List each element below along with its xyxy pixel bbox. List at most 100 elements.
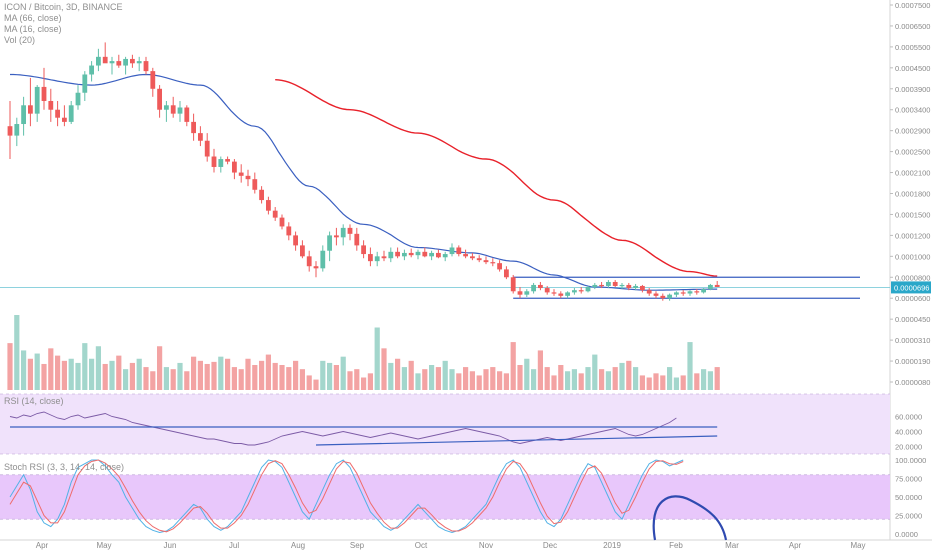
candle-body	[558, 293, 564, 296]
volume-bar	[95, 346, 101, 390]
volume-bar	[313, 379, 319, 390]
time-tick-label: Jul	[229, 541, 239, 550]
volume-bar	[361, 377, 367, 390]
candle-body	[470, 256, 475, 259]
candle-body	[517, 291, 523, 295]
volume-bar	[7, 343, 13, 390]
volume-bar	[558, 365, 564, 390]
volume-bar	[170, 369, 176, 390]
legend-volume: Vol (20)	[4, 35, 36, 45]
candle-body	[286, 226, 292, 236]
volume-bar	[571, 369, 577, 390]
price-tick-label: 0.0005500	[895, 43, 930, 52]
candle-body	[21, 105, 26, 125]
volume-bar	[143, 367, 149, 390]
volume-bar	[578, 373, 584, 390]
candle-body	[449, 247, 455, 255]
volume-bar	[306, 375, 312, 390]
candle-body	[408, 252, 414, 256]
volume-bar	[374, 327, 380, 390]
candle-body	[136, 61, 142, 64]
volume-bar	[626, 360, 632, 390]
volume-bar	[238, 369, 244, 390]
candle-body	[463, 254, 468, 257]
candle-body	[272, 210, 278, 218]
candle-body	[116, 61, 122, 66]
candle-body	[170, 105, 176, 114]
candle-body	[123, 58, 128, 66]
volume-bar	[497, 371, 503, 390]
volume-bar	[211, 361, 217, 390]
volume-bar	[286, 367, 292, 390]
candle-body	[660, 295, 666, 299]
volume-bar	[204, 363, 210, 390]
price-tick-label: 0.0002500	[895, 148, 930, 157]
volume-bar	[633, 367, 639, 390]
candle-body	[130, 58, 135, 64]
candle-body	[340, 227, 346, 238]
price-tick-label: 0.0001800	[895, 190, 930, 199]
volume-bar	[388, 362, 394, 390]
volume-bar	[612, 367, 618, 390]
price-tick-label: 0.0001200	[895, 231, 930, 240]
volume-bar	[490, 367, 496, 390]
volume-bar	[177, 362, 183, 390]
volume-bar	[184, 371, 190, 390]
candle-body	[510, 277, 516, 292]
volume-bar	[429, 365, 435, 390]
candle-body	[490, 262, 496, 264]
candle-body	[436, 252, 441, 258]
volume-bar	[75, 362, 81, 390]
volume-bar	[408, 360, 414, 390]
volume-bar	[340, 356, 346, 390]
candle-body	[701, 289, 706, 293]
volume-bar	[150, 371, 156, 390]
volume-bar	[524, 358, 530, 390]
volume-bar	[667, 367, 673, 390]
rsi-tick-label: 60.0000	[895, 413, 922, 422]
volume-bar	[245, 358, 251, 390]
stoch-tick-label: 100.0000	[895, 456, 926, 465]
legend-ma16: MA (16, close)	[4, 24, 62, 34]
volume-bar	[707, 371, 713, 390]
volume-bar	[449, 369, 455, 390]
candle-body	[347, 227, 353, 234]
stoch-label: Stoch RSI (3, 3, 14, 14, close)	[4, 462, 125, 472]
stoch-tick-label: 50.0000	[895, 493, 922, 502]
time-tick-label: Mar	[725, 541, 739, 550]
candle-body	[164, 105, 169, 110]
candle-body	[653, 293, 659, 296]
volume-bar	[503, 373, 509, 390]
time-tick-label: Apr	[36, 541, 49, 550]
ma66-line	[275, 79, 718, 277]
candle-body	[381, 256, 387, 259]
price-tick-label: 0.0003400	[895, 106, 930, 115]
volume-bar	[639, 375, 645, 390]
rsi-band	[0, 394, 890, 454]
candle-body	[646, 290, 652, 294]
time-tick-label: Dec	[543, 541, 557, 550]
candle-body	[456, 247, 462, 255]
candle-body	[177, 107, 183, 114]
candle-body	[680, 292, 686, 294]
volume-bar	[551, 375, 557, 390]
volume-bar	[531, 369, 537, 390]
volume-bar	[68, 358, 74, 390]
price-tick-label: 0.0001000	[895, 252, 930, 261]
candle-body	[368, 254, 373, 262]
candle-body	[218, 159, 224, 167]
volume-bar	[225, 358, 231, 390]
candle-body	[75, 92, 81, 106]
volume-bar	[653, 373, 659, 390]
candle-body	[551, 292, 557, 294]
volume-bar	[660, 375, 666, 390]
volume-bar	[673, 377, 679, 390]
volume-bar	[163, 367, 169, 390]
volume-bar	[442, 360, 448, 390]
legend-ma66: MA (66, close)	[4, 13, 62, 23]
volume-bar	[34, 353, 40, 390]
time-tick-label: May	[96, 541, 111, 550]
candle-body	[476, 258, 482, 261]
